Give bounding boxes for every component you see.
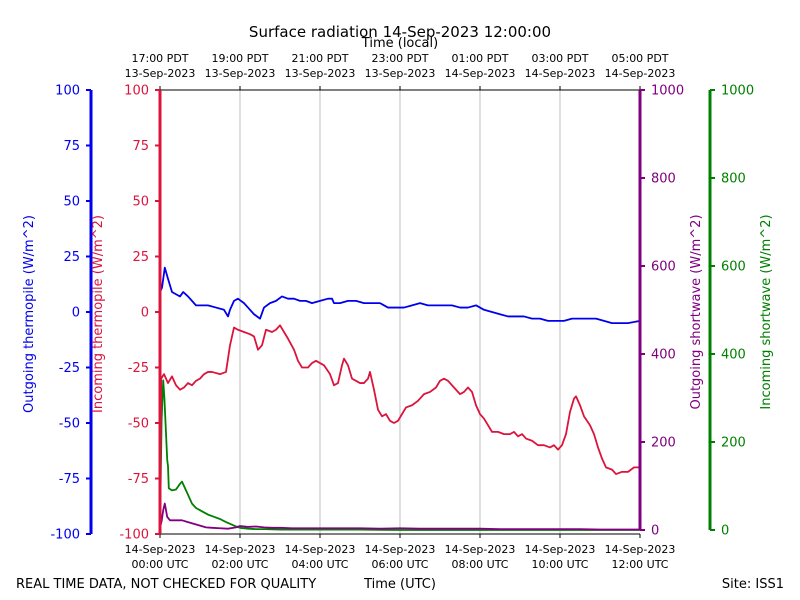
axis-layer [86,86,715,538]
top-tick-label-date: 13-Sep-2023 [365,67,436,80]
series-layer [159,266,641,531]
y-tick-label: 0 [651,524,659,539]
top-tick-label-time: 23:00 PDT [371,52,428,65]
y-tick-label: -25 [128,361,149,376]
bottom-tick-label-date: 14-Sep-2023 [285,543,356,556]
y-tick-label: 25 [63,250,80,265]
bottom-tick-label-date: 14-Sep-2023 [445,543,516,556]
bottom-tick-label-date: 14-Sep-2023 [365,543,436,556]
top-axis-label: Time (local) [361,36,438,51]
y-tick-label: 0 [72,306,80,321]
site-label: Site: ISS1 [722,577,784,592]
y-tick-label: 0 [141,306,149,321]
bottom-axis-label: Time (UTC) [363,577,436,592]
y-tick-label: -50 [59,417,80,432]
series-line-incoming-shortwave [159,379,640,531]
y-tick-label: 75 [63,139,80,154]
bottom-tick-label-date: 14-Sep-2023 [525,543,596,556]
top-tick-label-time: 17:00 PDT [131,52,188,65]
y-tick-label: 800 [651,172,676,187]
bottom-tick-label-date: 14-Sep-2023 [605,543,676,556]
bottom-tick-label-time: 10:00 UTC [531,558,588,571]
y-tick-label: 400 [721,348,746,363]
y-tick-label: -75 [59,472,80,487]
y-tick-label: 200 [651,436,676,451]
y-tick-label: 50 [63,195,80,210]
grid-layer [239,90,561,534]
y-tick-label: -100 [119,528,149,543]
y-tick-label: -25 [59,361,80,376]
text-layer: Surface radiation 14-Sep-2023 12:00:00 T… [16,23,784,592]
chart-title: Surface radiation 14-Sep-2023 12:00:00 [249,23,551,41]
top-tick-label-date: 13-Sep-2023 [205,67,276,80]
bottom-tick-label-time: 04:00 UTC [291,558,348,571]
bottom-tick-label-time: 02:00 UTC [211,558,268,571]
top-tick-label-date: 14-Sep-2023 [445,67,516,80]
bottom-tick-label-time: 12:00 UTC [611,558,668,571]
top-tick-label-time: 01:00 PDT [451,52,508,65]
quality-disclaimer: REAL TIME DATA, NOT CHECKED FOR QUALITY [16,577,316,592]
top-tick-label-date: 13-Sep-2023 [285,67,356,80]
y-tick-label: 200 [721,436,746,451]
top-tick-label-date: 13-Sep-2023 [125,67,196,80]
y-tick-label: 50 [132,195,149,210]
y-axis-label: Incoming thermopile (W/m^2) [91,215,106,413]
y-tick-label: 600 [651,260,676,275]
y-tick-label: -75 [128,472,149,487]
bottom-tick-label-time: 06:00 UTC [371,558,428,571]
top-tick-label-date: 14-Sep-2023 [525,67,596,80]
y-axis-label: Incoming shortwave (W/m^2) [759,214,774,409]
top-tick-label-time: 21:00 PDT [291,52,348,65]
series-line-incoming-thermopile [159,324,640,523]
y-tick-label: 1000 [721,84,754,99]
bottom-tick-label-date: 14-Sep-2023 [125,543,196,556]
y-tick-label: 0 [721,524,729,539]
y-tick-label: -100 [50,528,80,543]
series-line-outgoing-shortwave [159,502,640,531]
y-tick-label: 1000 [651,84,684,99]
y-tick-label: 400 [651,348,676,363]
bottom-tick-label-time: 08:00 UTC [451,558,508,571]
top-tick-label-time: 05:00 PDT [611,52,668,65]
top-tick-label-date: 14-Sep-2023 [605,67,676,80]
top-tick-label-time: 19:00 PDT [211,52,268,65]
series-line-outgoing-thermopile [159,266,641,324]
y-tick-label: 100 [55,84,80,99]
y-tick-label: -50 [128,417,149,432]
y-axis-label: Outgoing shortwave (W/m^2) [689,214,704,409]
y-tick-label: 75 [132,139,149,154]
y-tick-label: 100 [124,84,149,99]
y-tick-label: 800 [721,172,746,187]
bottom-tick-label-time: 00:00 UTC [131,558,188,571]
y-axis-label: Outgoing thermopile (W/m^2) [22,215,37,413]
y-tick-label: 25 [132,250,149,265]
y-tick-label: 600 [721,260,746,275]
top-tick-label-time: 03:00 PDT [531,52,588,65]
bottom-tick-label-date: 14-Sep-2023 [205,543,276,556]
